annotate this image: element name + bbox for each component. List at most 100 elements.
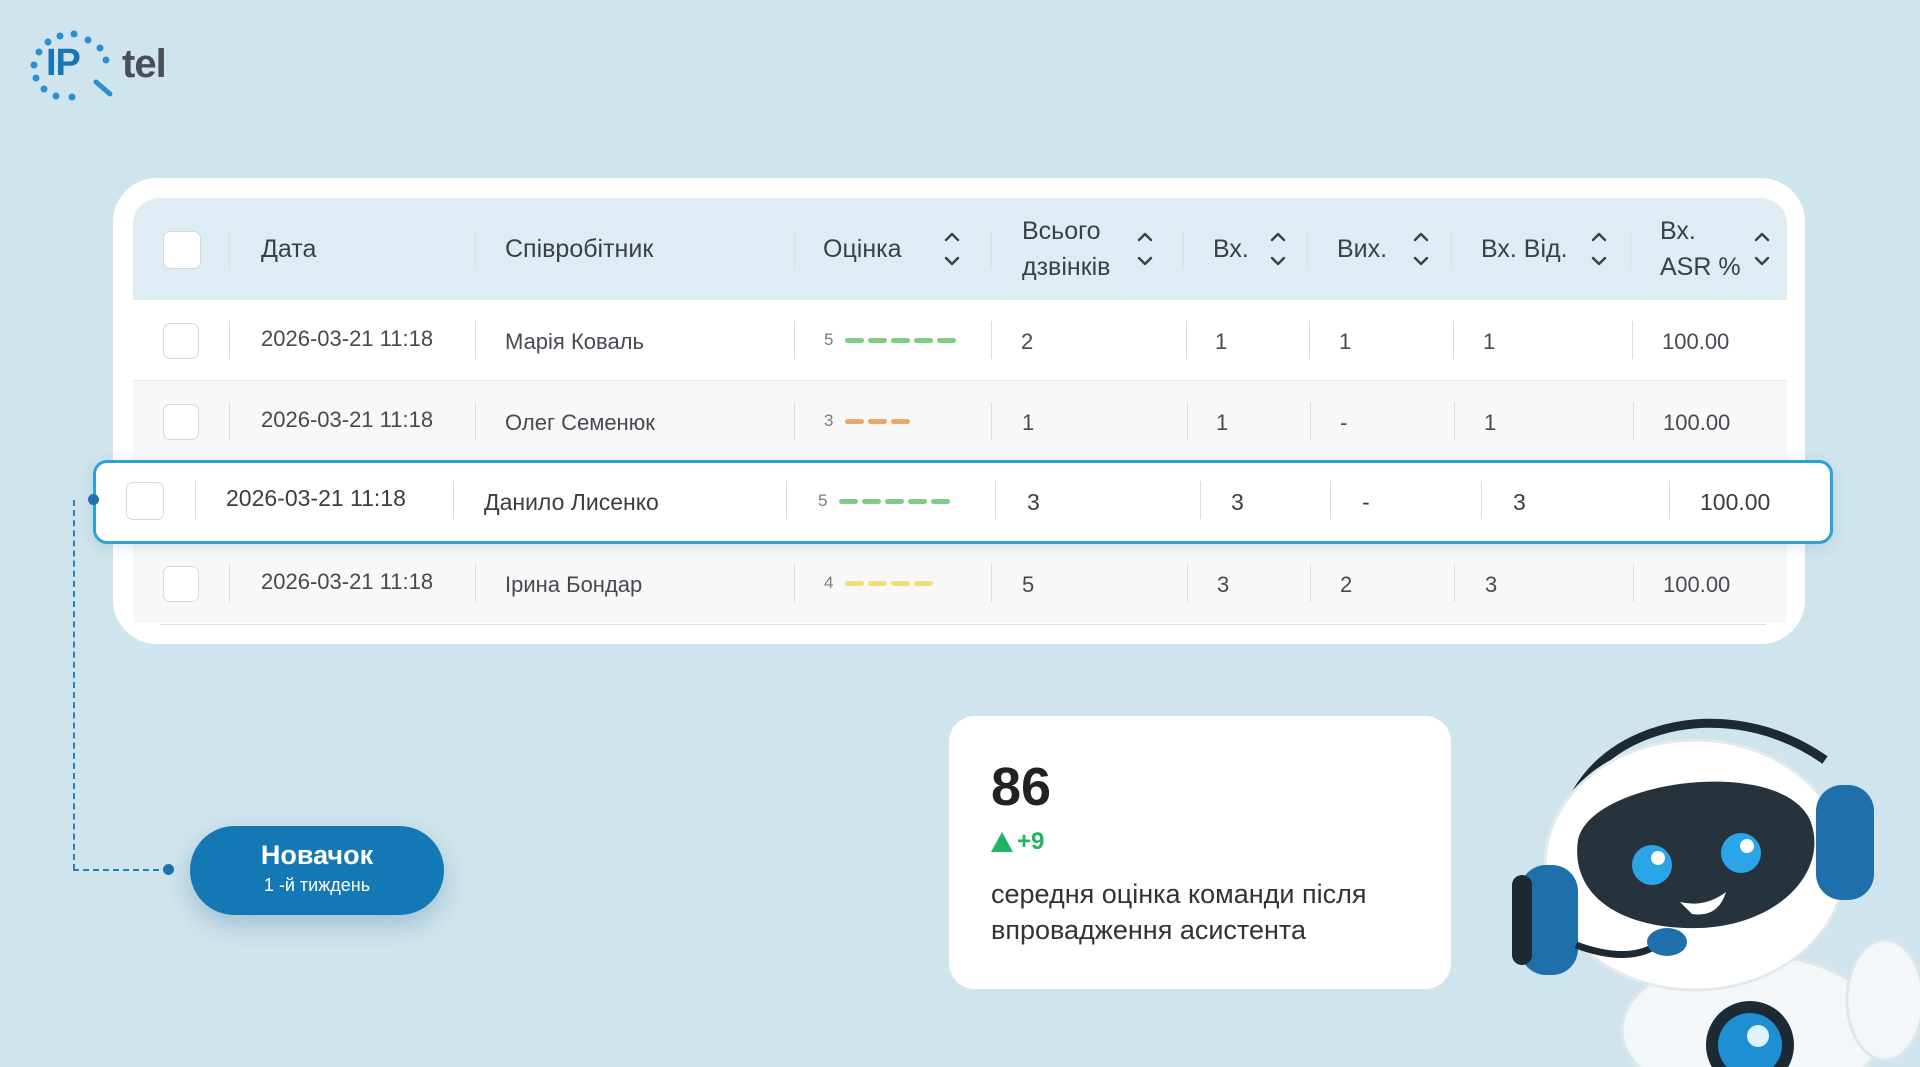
- header-total-calls[interactable]: Всього дзвінків: [1022, 198, 1110, 300]
- row-checkbox[interactable]: [163, 323, 199, 359]
- row-divider: [1669, 481, 1670, 519]
- row-asr: 100.00: [1700, 489, 1771, 515]
- table-row[interactable]: 2026-03-21 11:18 Ірина Бондар 4 5 3 2 3 …: [133, 543, 1787, 623]
- row-separator: [133, 380, 1787, 381]
- header-date[interactable]: Дата: [261, 235, 317, 263]
- header-score[interactable]: Оцінка: [823, 235, 902, 263]
- table-row[interactable]: 2026-03-21 11:18 Олег Семенюк 3 1 1 - 1 …: [133, 381, 1787, 461]
- stat-delta: +9: [991, 828, 1044, 856]
- row-date: 2026-03-21 11:18: [261, 326, 434, 351]
- sort-icon[interactable]: [1590, 229, 1608, 269]
- row-incoming: 3: [1217, 572, 1230, 597]
- row-employee: Марія Коваль: [505, 329, 644, 354]
- row-outgoing: -: [1340, 410, 1348, 435]
- row-divider: [1330, 481, 1331, 519]
- score-value: 5: [818, 491, 828, 510]
- row-divider: [1481, 481, 1482, 519]
- row-divider: [195, 481, 196, 519]
- stat-delta-value: +9: [1017, 828, 1045, 855]
- header-divider: [1307, 230, 1308, 268]
- row-checkbox[interactable]: [126, 482, 164, 520]
- stat-card: 86 +9 середня оцінка команди після впров…: [949, 716, 1451, 989]
- highlighted-table-row[interactable]: 2026-03-21 11:18 Данило Лисенко 5 3 3 - …: [93, 460, 1833, 544]
- connector-line: [73, 869, 169, 871]
- row-divider: [229, 402, 230, 440]
- score-bar: 5: [818, 491, 954, 511]
- row-incoming-answered: 1: [1483, 329, 1496, 354]
- row-divider: [1454, 402, 1455, 440]
- row-date: 2026-03-21 11:18: [261, 407, 434, 432]
- header-asr[interactable]: Вх. ASR %: [1660, 198, 1741, 300]
- row-checkbox[interactable]: [163, 566, 199, 602]
- row-outgoing: -: [1362, 489, 1370, 515]
- row-divider: [794, 402, 795, 440]
- row-outgoing: 2: [1340, 572, 1353, 597]
- iptel-logo: IP tel: [26, 30, 167, 102]
- connector-line: [73, 500, 75, 870]
- badge-subtitle: 1 -й тиждень: [263, 875, 371, 895]
- row-divider: [1310, 564, 1311, 602]
- row-divider: [1187, 564, 1188, 602]
- row-divider: [991, 321, 992, 359]
- row-divider: [1187, 402, 1188, 440]
- row-divider: [475, 564, 476, 602]
- robot-assistant-icon: [1512, 718, 1920, 1067]
- header-divider: [794, 230, 795, 268]
- header-asr-line1: Вх.: [1660, 217, 1696, 245]
- header-incoming[interactable]: Вх.: [1213, 235, 1249, 263]
- sort-icon[interactable]: [943, 229, 961, 269]
- stat-value: 86: [991, 757, 1052, 817]
- connector-dot-top: [88, 494, 99, 505]
- row-divider: [475, 402, 476, 440]
- table-row[interactable]: 2026-03-21 11:18 Марія Коваль 5 2 1 1 1 …: [133, 300, 1787, 380]
- newbie-badge: Новачок 1 -й тиждень: [190, 826, 444, 915]
- badge-title: Новачок: [260, 840, 374, 870]
- row-incoming: 1: [1215, 329, 1228, 354]
- sort-icon[interactable]: [1269, 229, 1287, 269]
- connector-dot-end: [163, 864, 174, 875]
- table-bottom-line: [160, 624, 1766, 625]
- row-total: 1: [1022, 410, 1035, 435]
- select-all-checkbox[interactable]: [163, 231, 201, 269]
- row-total: 3: [1027, 489, 1040, 515]
- row-divider: [794, 564, 795, 602]
- row-incoming: 1: [1216, 410, 1229, 435]
- row-divider: [1200, 481, 1201, 519]
- row-incoming-answered: 3: [1485, 572, 1498, 597]
- row-divider: [1453, 321, 1454, 359]
- row-divider: [229, 564, 230, 602]
- row-divider: [991, 564, 992, 602]
- sort-icon[interactable]: [1136, 229, 1154, 269]
- row-divider: [1632, 321, 1633, 359]
- row-asr: 100.00: [1663, 410, 1731, 435]
- score-value: 4: [824, 573, 834, 592]
- row-checkbox[interactable]: [163, 404, 199, 440]
- row-incoming-answered: 1: [1484, 410, 1497, 435]
- stat-description: середня оцінка команди після впровадженн…: [991, 879, 1367, 945]
- header-employee[interactable]: Співробітник: [505, 235, 654, 263]
- header-outgoing[interactable]: Вих.: [1337, 235, 1388, 263]
- header-asr-line2: ASR %: [1660, 253, 1741, 281]
- row-divider: [1454, 564, 1455, 602]
- header-divider: [1183, 230, 1184, 268]
- row-divider: [991, 402, 992, 440]
- score-bar: 5: [824, 330, 960, 350]
- row-divider: [453, 481, 454, 519]
- header-divider: [991, 230, 992, 268]
- row-divider: [1633, 402, 1634, 440]
- row-divider: [1309, 321, 1310, 359]
- row-outgoing: 1: [1339, 329, 1352, 354]
- score-bar: 3: [824, 411, 914, 431]
- sort-icon[interactable]: [1412, 229, 1430, 269]
- header-total-line1: Всього: [1022, 217, 1101, 245]
- row-divider: [475, 321, 476, 359]
- row-employee: Ірина Бондар: [505, 572, 643, 597]
- header-divider: [475, 230, 476, 268]
- arrow-up-icon: [991, 832, 1013, 852]
- sort-icon[interactable]: [1753, 229, 1771, 269]
- logo-ip-text: IP: [46, 42, 81, 84]
- row-divider: [786, 481, 787, 519]
- row-asr: 100.00: [1662, 329, 1730, 354]
- logo-dots-icon: [30, 30, 113, 101]
- header-incoming-answered[interactable]: Вх. Від.: [1481, 235, 1568, 263]
